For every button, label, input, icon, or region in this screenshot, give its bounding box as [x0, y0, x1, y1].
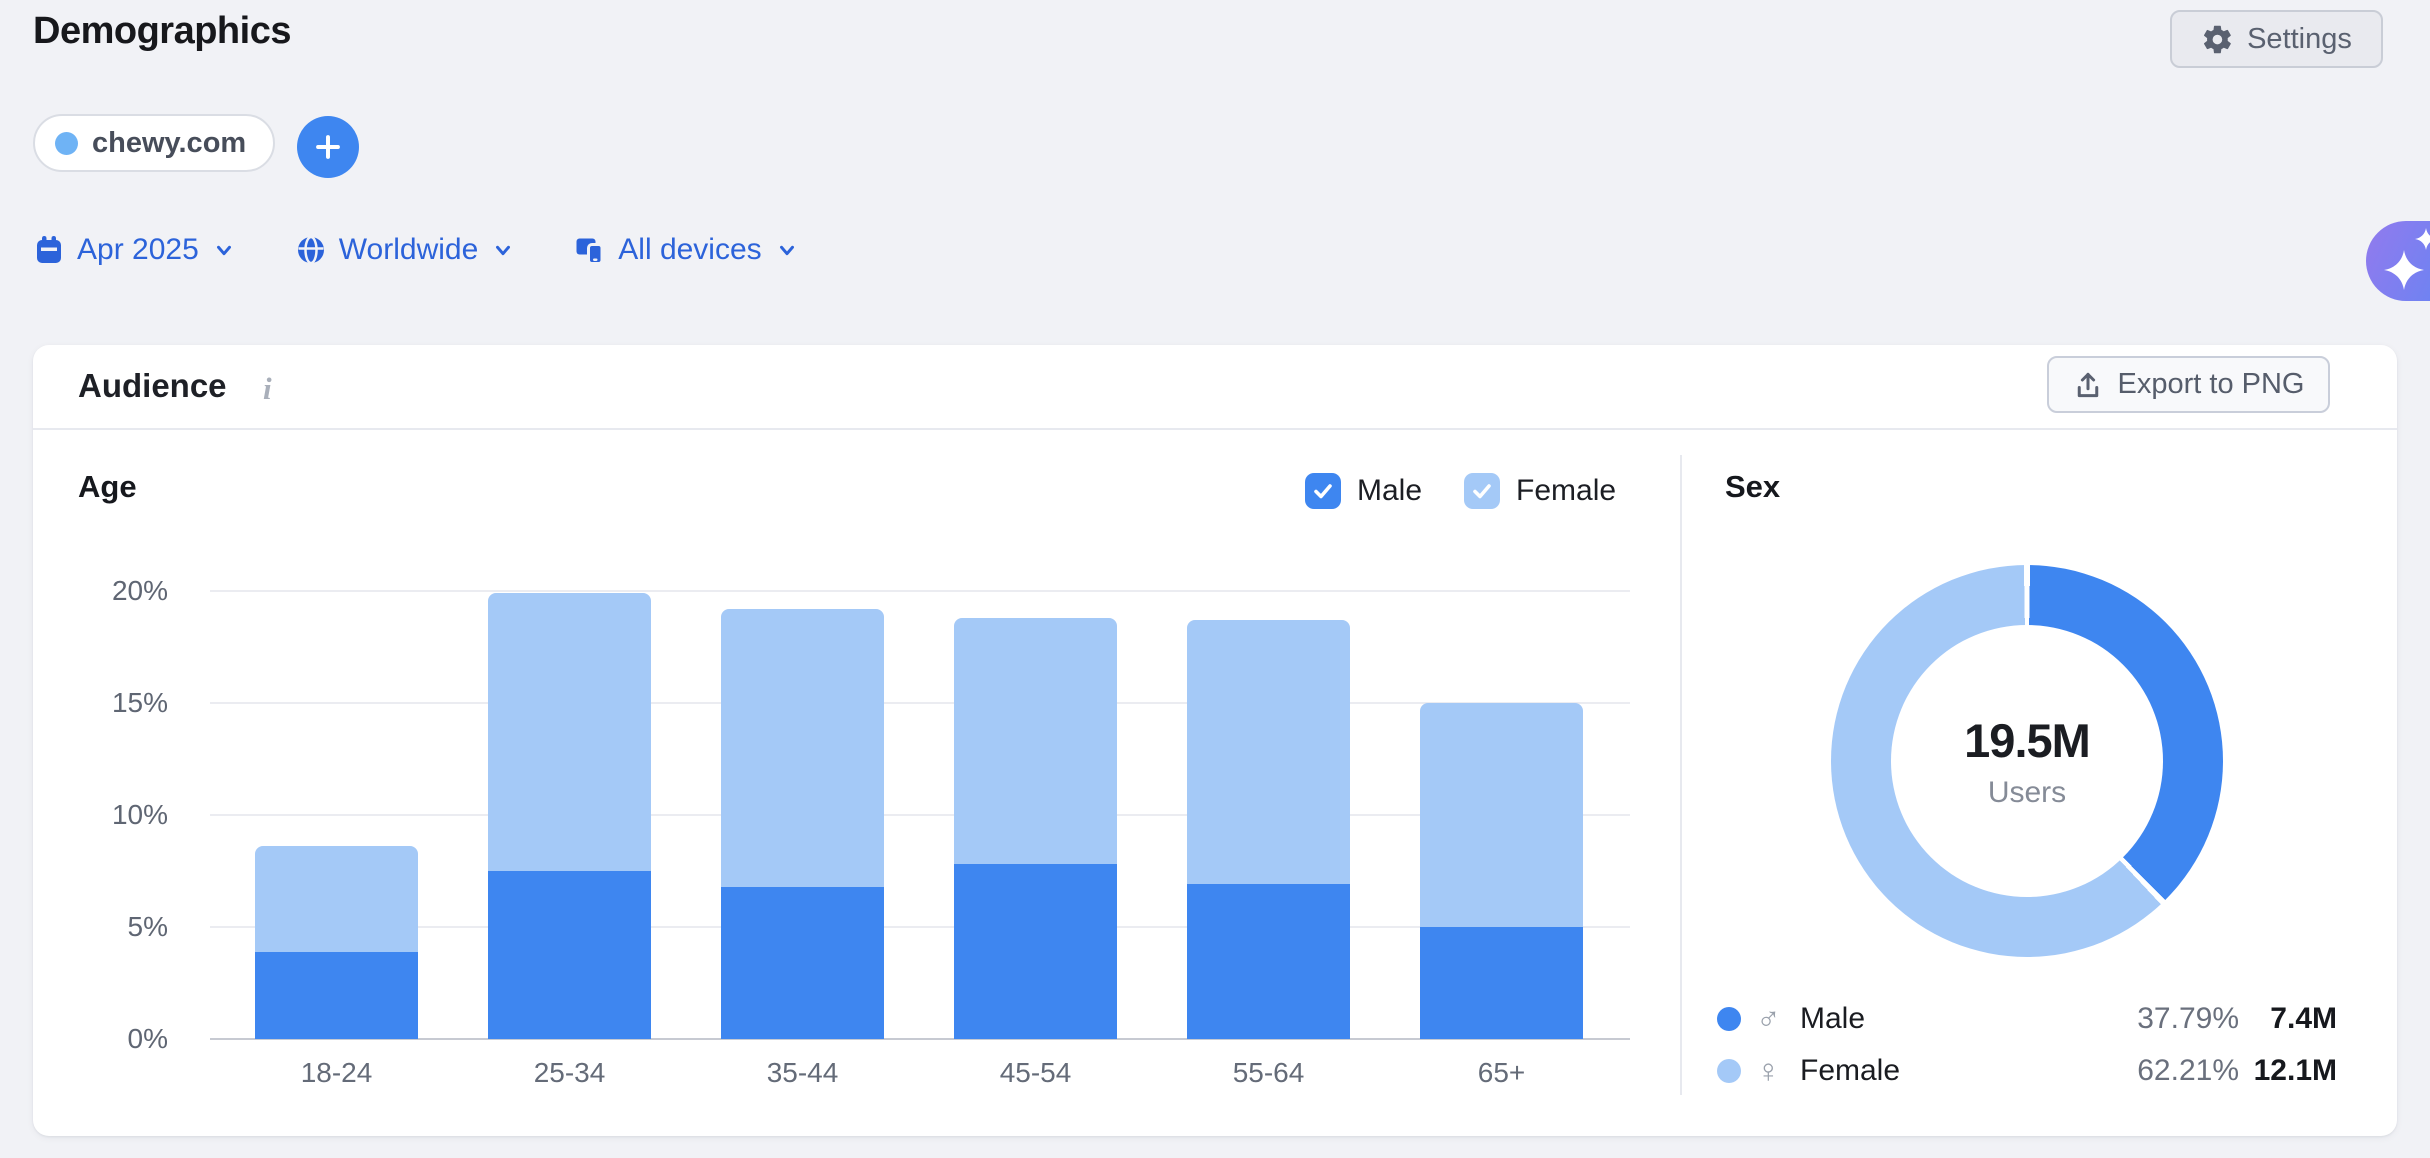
female-legend-label: Female: [1800, 1054, 1901, 1087]
chevron-down-icon: [213, 239, 235, 261]
sex-legend-row-female: ♀ Female 62.21% 12.1M: [1717, 1050, 2337, 1092]
bar-male-55-64[interactable]: [1187, 884, 1350, 1039]
age-section-title: Age: [78, 469, 137, 504]
sex-legend: ♂ Male 37.79% 7.4M ♀ Female 62.21% 12.1M: [1717, 998, 2337, 1092]
date-filter-label: Apr 2025: [77, 233, 199, 266]
bar-male-25-34[interactable]: [488, 871, 651, 1039]
donut-center: 19.5M Users: [1891, 625, 2163, 897]
export-label: Export to PNG: [2117, 368, 2305, 400]
settings-button[interactable]: Settings: [2170, 10, 2383, 68]
sparkle-icon: [2384, 250, 2424, 290]
female-checkbox[interactable]: [1464, 473, 1501, 509]
female-symbol-icon: ♀: [1756, 1052, 1781, 1089]
domain-chip[interactable]: chewy.com: [33, 114, 276, 172]
sex-section-title: Sex: [1725, 469, 1781, 504]
male-checkbox[interactable]: [1305, 473, 1341, 509]
gear-icon: [2201, 23, 2234, 56]
y-axis-tick: 0%: [127, 1023, 168, 1054]
female-checkbox-label: Female: [1516, 474, 1617, 507]
donut-total-users: 19.5M: [1964, 713, 2091, 767]
male-legend-label: Male: [1800, 1002, 1866, 1035]
bar-male-65+[interactable]: [1420, 927, 1583, 1039]
bar-male-45-54[interactable]: [954, 864, 1117, 1039]
male-dot-icon: [1717, 1007, 1741, 1031]
domain-dot-icon: [55, 131, 78, 155]
female-users-value: 12.1M: [2253, 1054, 2337, 1087]
bar-female-65+[interactable]: [1420, 703, 1583, 927]
ai-assistant-button[interactable]: [2366, 221, 2430, 301]
gridline-5%: [210, 926, 1630, 928]
donut-center-label: Users: [1987, 775, 2067, 809]
x-axis-label: 55-64: [1232, 1057, 1305, 1088]
settings-label: Settings: [2247, 22, 2352, 55]
x-axis-label: 35-44: [766, 1057, 839, 1088]
female-checkbox-item[interactable]: Female: [1464, 473, 1616, 509]
export-to-png-button[interactable]: Export to PNG: [2047, 356, 2330, 413]
bar-male-18-24[interactable]: [255, 951, 418, 1039]
plus-icon: [311, 130, 345, 164]
female-dot-icon: [1717, 1059, 1741, 1083]
export-icon: [2073, 370, 2103, 400]
bar-male-35-44[interactable]: [721, 886, 884, 1039]
male-percent: 37.79%: [2137, 1002, 2239, 1035]
x-axis-label: 45-54: [999, 1057, 1072, 1088]
sparkle-small-icon: [2415, 228, 2430, 250]
female-percent: 62.21%: [2137, 1054, 2239, 1087]
audience-card: Audience i Export to PNG Age Male Female…: [33, 345, 2397, 1136]
y-axis-tick: 20%: [111, 575, 168, 606]
y-axis-tick: 15%: [111, 687, 168, 718]
page-title: Demographics: [33, 10, 291, 52]
chevron-down-icon: [492, 239, 514, 261]
age-bar-plot: 20% 15% 10% 5% 0% 18-24 25-34 35-44 45-54 55-64 65…: [112, 576, 1630, 1088]
gridline-15%: [210, 702, 1630, 704]
x-axis-label: 65+: [1477, 1057, 1526, 1088]
globe-icon: [295, 234, 327, 266]
male-checkbox-label: Male: [1357, 474, 1423, 507]
device-filter-dropdown[interactable]: All devices: [574, 233, 797, 267]
region-filter-label: Worldwide: [338, 233, 479, 266]
devices-icon: [574, 234, 606, 266]
bar-female-18-24[interactable]: [255, 846, 418, 952]
filter-bar: Apr 2025 Worldwide All devices: [33, 233, 798, 267]
sex-donut-chart[interactable]: 19.5M Users: [1831, 565, 2223, 957]
info-icon[interactable]: i: [263, 371, 272, 406]
section-divider: [1680, 455, 1682, 1095]
region-filter-dropdown[interactable]: Worldwide: [295, 233, 515, 267]
card-header-divider: [33, 428, 2397, 430]
male-users-value: 7.4M: [2270, 1002, 2337, 1035]
x-axis-label: 25-34: [533, 1057, 606, 1088]
gridline-10%: [210, 814, 1630, 816]
calendar-icon: [33, 234, 65, 266]
y-axis-tick: 5%: [127, 911, 168, 942]
bar-female-25-34[interactable]: [488, 593, 651, 871]
sex-legend-row-male: ♂ Male 37.79% 7.4M: [1717, 998, 2337, 1040]
y-axis-tick: 10%: [111, 799, 168, 830]
bar-female-55-64[interactable]: [1187, 620, 1350, 885]
date-filter-dropdown[interactable]: Apr 2025: [33, 233, 235, 267]
age-legend: Male Female: [1305, 473, 1616, 509]
card-title: Audience: [78, 367, 227, 404]
domain-label: chewy.com: [92, 126, 247, 159]
male-symbol-icon: ♂: [1756, 1000, 1781, 1037]
add-competitor-button[interactable]: [297, 116, 359, 178]
bar-female-45-54[interactable]: [954, 617, 1117, 865]
bar-female-35-44[interactable]: [721, 608, 884, 887]
chevron-down-icon: [776, 239, 798, 261]
gridline-0%: [210, 1038, 1630, 1040]
x-axis-label: 18-24: [300, 1057, 373, 1088]
male-checkbox-item[interactable]: Male: [1305, 473, 1422, 509]
device-filter-label: All devices: [618, 233, 762, 266]
gridline-20%: [210, 590, 1630, 592]
